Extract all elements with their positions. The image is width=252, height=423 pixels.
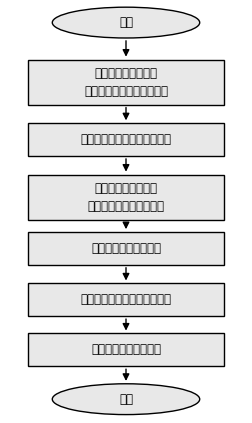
FancyBboxPatch shape [28,60,224,105]
Text: 结束: 结束 [119,393,133,406]
Text: 协同优化目标函数构建及求解: 协同优化目标函数构建及求解 [80,293,172,306]
FancyBboxPatch shape [28,175,224,220]
FancyBboxPatch shape [28,232,224,265]
FancyBboxPatch shape [28,333,224,366]
FancyBboxPatch shape [28,283,224,316]
Ellipse shape [52,384,200,415]
Text: 设置逆向可变车道的
交叉口信号配时参数计算: 设置逆向可变车道的 交叉口信号配时参数计算 [87,181,165,213]
Text: 开始: 开始 [119,16,133,29]
Text: 控制变量约束条件确定: 控制变量约束条件确定 [91,242,161,255]
Text: 设置逆向可变车道的
交叉口环结构相位相序设计: 设置逆向可变车道的 交叉口环结构相位相序设计 [84,67,168,98]
Text: 确定逆向可变车道的饱和流量: 确定逆向可变车道的饱和流量 [80,133,172,146]
Text: 最优信号控制方案输出: 最优信号控制方案输出 [91,343,161,357]
FancyBboxPatch shape [28,123,224,156]
Ellipse shape [52,7,200,38]
